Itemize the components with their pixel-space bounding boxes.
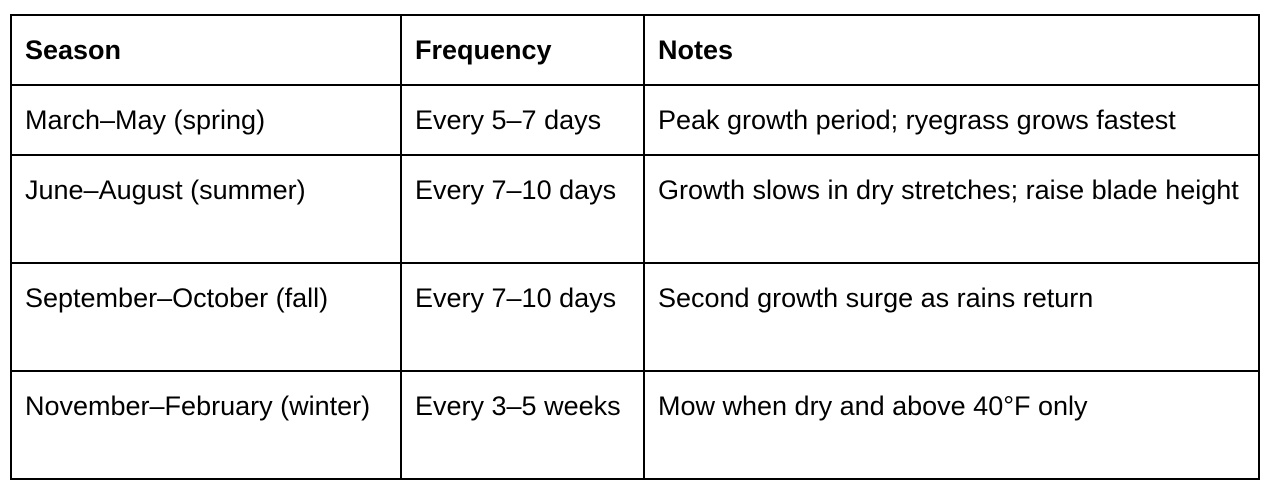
table-header-row: Season Frequency Notes <box>10 14 1260 86</box>
column-header-notes: Notes <box>643 14 1260 86</box>
season-cell: November–February (winter) <box>10 370 402 480</box>
column-header-frequency: Frequency <box>400 14 645 86</box>
table-row: September–October (fall) Every 7–10 days… <box>10 262 1260 372</box>
notes-cell: Growth slows in dry stretches; raise bla… <box>643 154 1260 264</box>
table-row: November–February (winter) Every 3–5 wee… <box>10 370 1260 480</box>
frequency-cell: Every 7–10 days <box>400 154 645 264</box>
frequency-cell: Every 3–5 weeks <box>400 370 645 480</box>
notes-cell: Mow when dry and above 40°F only <box>643 370 1260 480</box>
season-cell: September–October (fall) <box>10 262 402 372</box>
frequency-cell: Every 7–10 days <box>400 262 645 372</box>
frequency-cell: Every 5–7 days <box>400 84 645 156</box>
notes-cell: Second growth surge as rains return <box>643 262 1260 372</box>
mowing-schedule-table: Season Frequency Notes March–May (spring… <box>10 14 1260 480</box>
season-cell: June–August (summer) <box>10 154 402 264</box>
column-header-season: Season <box>10 14 402 86</box>
notes-cell: Peak growth period; ryegrass grows faste… <box>643 84 1260 156</box>
season-cell: March–May (spring) <box>10 84 402 156</box>
table-row: June–August (summer) Every 7–10 days Gro… <box>10 154 1260 264</box>
table-row: March–May (spring) Every 5–7 days Peak g… <box>10 84 1260 156</box>
